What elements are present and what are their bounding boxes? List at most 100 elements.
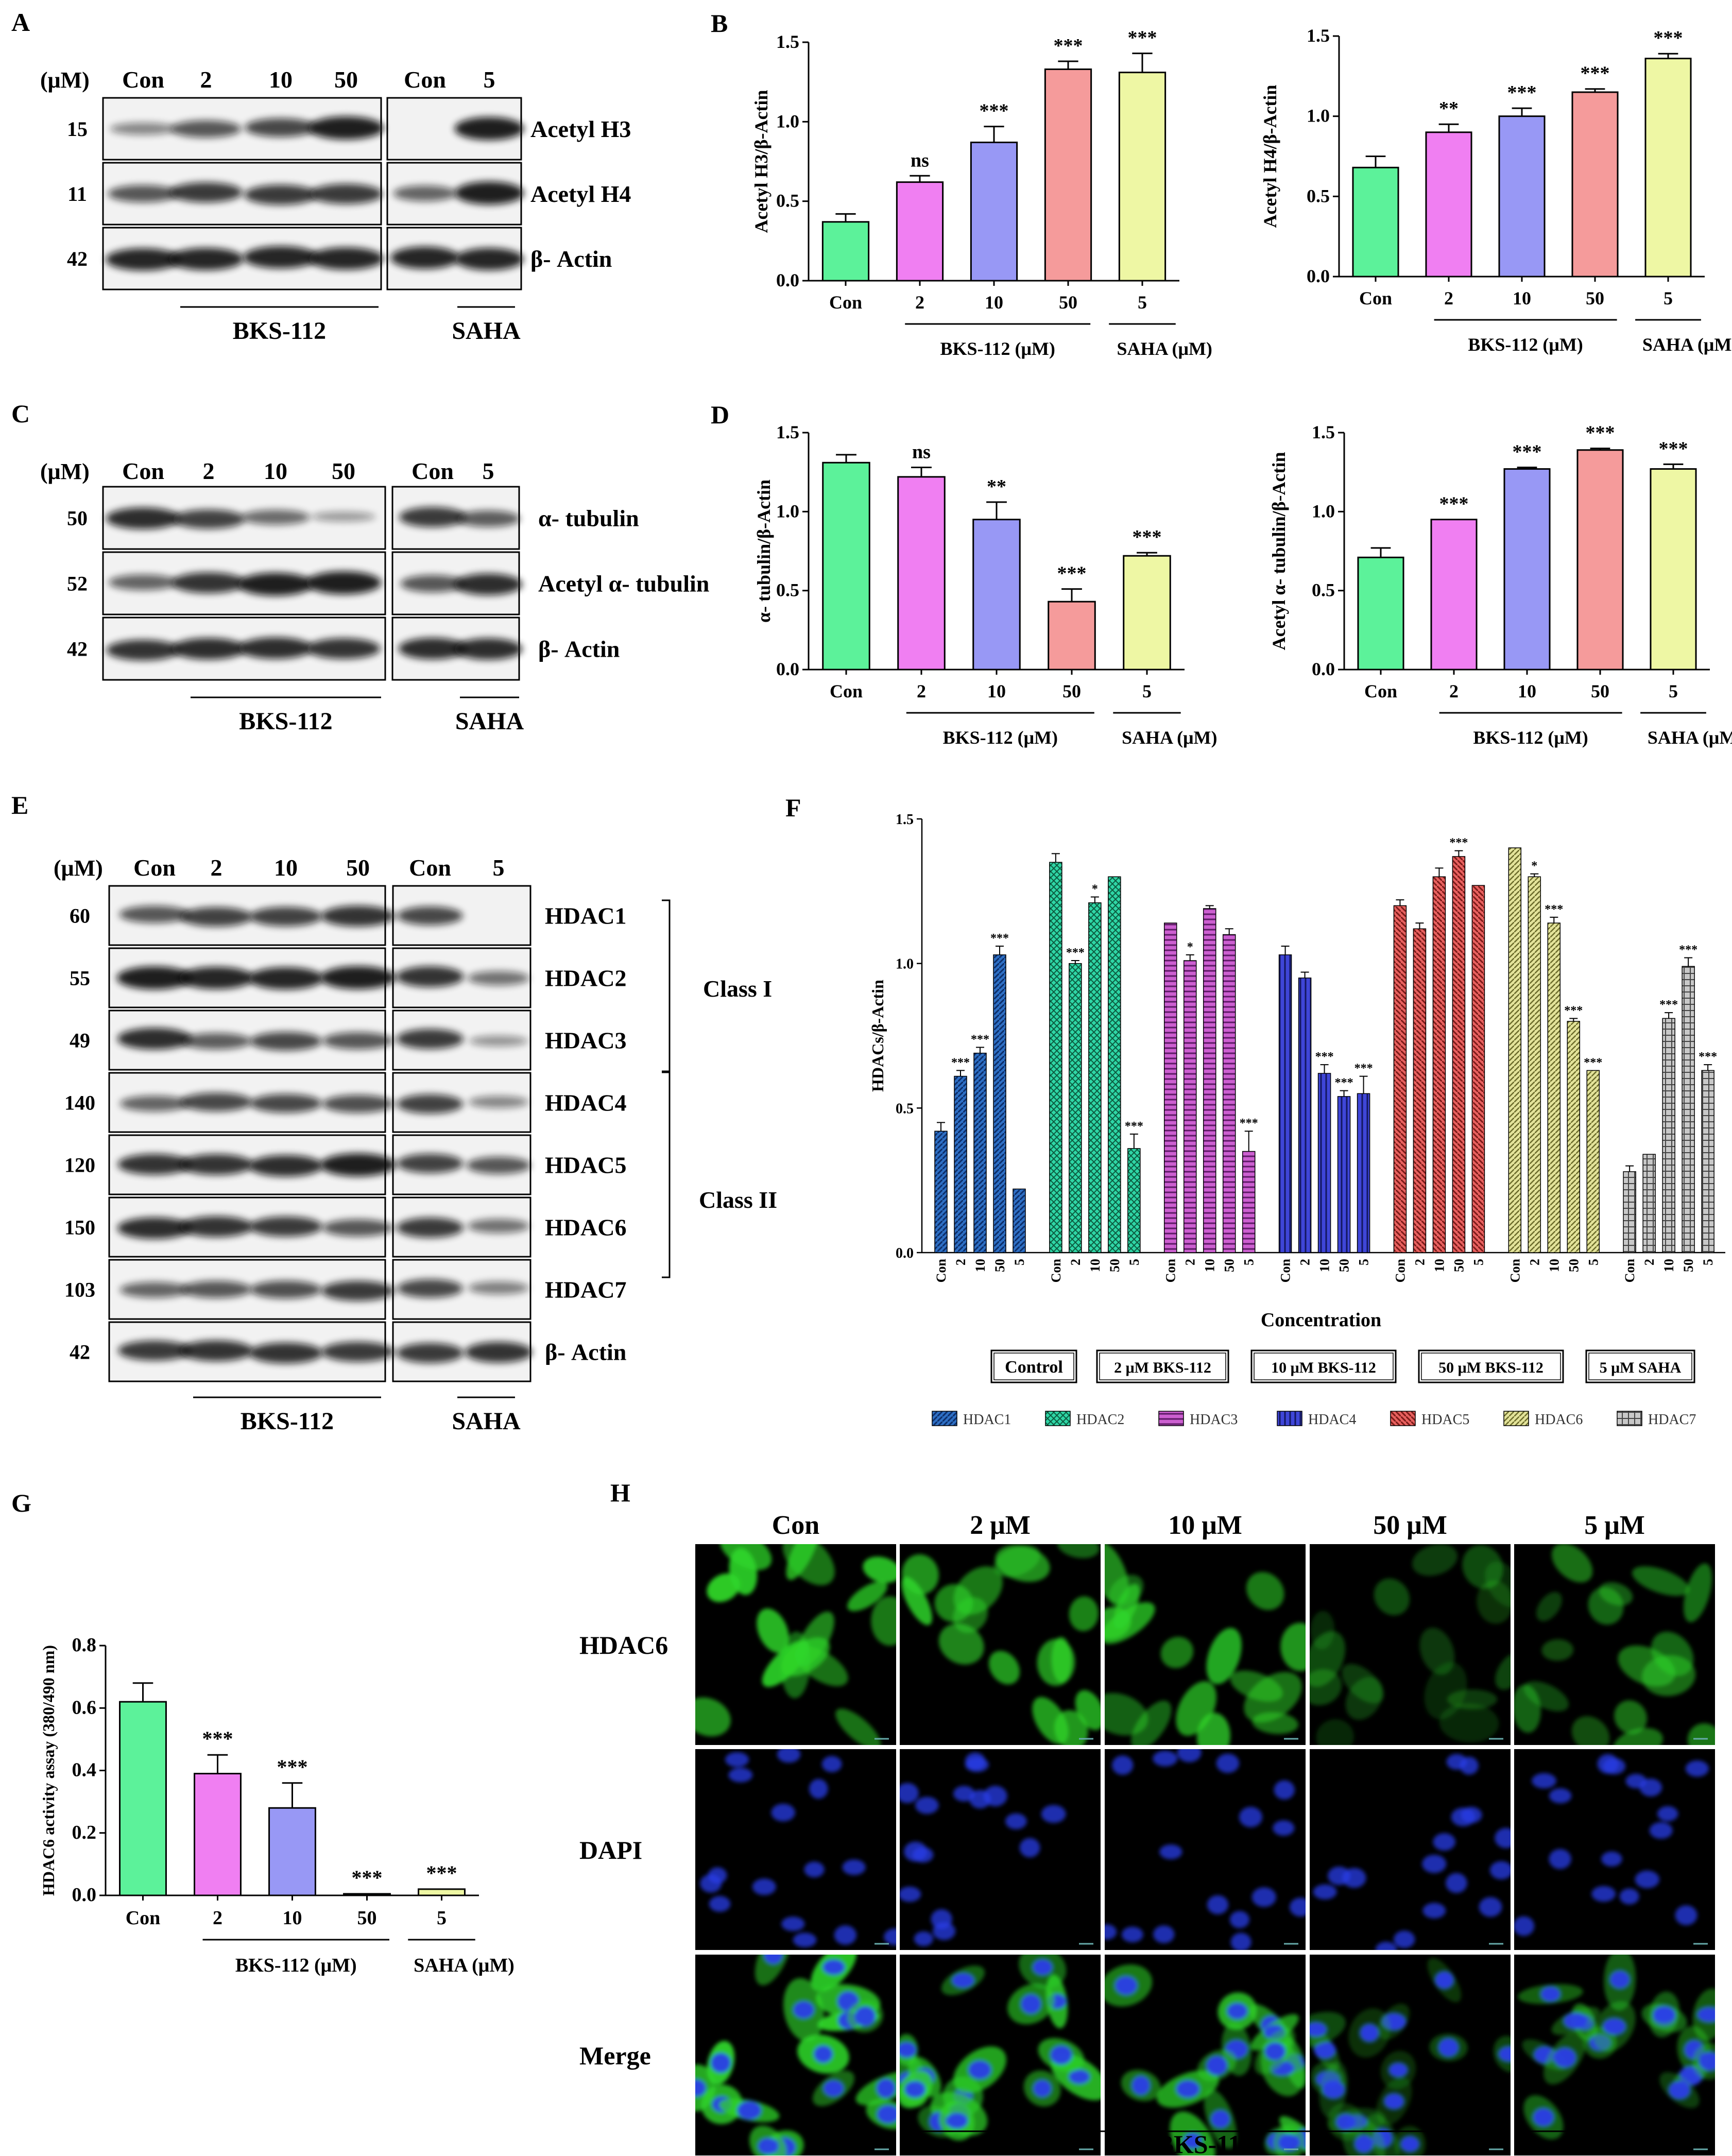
protein-band [168, 248, 244, 270]
significance-label: *** [1654, 27, 1683, 49]
molecular-weight: 55 [70, 967, 90, 990]
cell-body [1614, 1700, 1647, 1734]
panel-letter-a: A [11, 8, 30, 37]
protein-band [393, 185, 457, 201]
nucleus [1375, 1941, 1397, 1950]
cell-body [1342, 1664, 1384, 1704]
x-tick-label: Con [830, 681, 863, 701]
y-tick-label: 1.0 [896, 956, 914, 972]
protein-band [117, 1154, 192, 1175]
nucleus [710, 2052, 731, 2073]
bar [1452, 856, 1466, 1253]
nucleus [1446, 1754, 1467, 1770]
nucleus [1290, 1897, 1306, 1917]
protein-band [249, 1342, 323, 1364]
x-tick-label: 2 [1449, 681, 1459, 701]
nucleus [781, 1917, 805, 1931]
y-tick-label: 1.5 [776, 422, 799, 442]
cell-body [1684, 1563, 1712, 1622]
group-label: BKS-112 (μM) [235, 1955, 357, 1976]
bar [822, 461, 870, 671]
protein-band [172, 572, 246, 593]
nucleus [1153, 1751, 1178, 1767]
x-tick-label: 5 [1701, 1259, 1716, 1265]
nucleus [1153, 1925, 1175, 1943]
x-tick-label: 50 [1222, 1259, 1237, 1272]
class-ii-bracket [662, 1071, 671, 1278]
lane-label: Con [133, 854, 176, 881]
nucleus [700, 1874, 722, 1893]
cell-body [1160, 1636, 1194, 1668]
bar [119, 1701, 167, 1896]
panel-letter-c: C [11, 399, 30, 428]
nucleus [951, 1973, 975, 1988]
cell-body [1551, 1544, 1593, 1583]
protein-band [169, 182, 243, 202]
protein-band [249, 1216, 322, 1237]
nucleus [1675, 1905, 1697, 1926]
nucleus [1446, 1873, 1467, 1893]
blot-panel-a: 15 Acetyl H3 11 Acetyl H4 42 β- Actin BKS-112 S… [67, 97, 631, 345]
unit-label: (μM) [40, 67, 90, 93]
x-tick-label: 2 [917, 681, 926, 701]
legend-box-inner [1254, 1353, 1394, 1380]
protein-band [468, 1281, 529, 1295]
x-tick-label: 10 [1203, 1259, 1217, 1272]
molecular-weight: 140 [64, 1091, 95, 1115]
cell-body [1230, 1670, 1283, 1702]
bar [1425, 131, 1472, 278]
nucleus [1005, 1813, 1027, 1829]
group-label: SAHA (μM) [1122, 727, 1217, 748]
y-axis-label: HDAC6 activity assay (380/490 nm) [39, 1645, 58, 1896]
row-label: HDAC6 [579, 1631, 668, 1659]
cells [1105, 1544, 1306, 1745]
nucleus [793, 2000, 815, 2019]
protein-band [305, 571, 382, 594]
molecular-weight: 11 [67, 182, 87, 206]
nucleus [1438, 2038, 1459, 2057]
panel-letter-e: E [11, 791, 28, 819]
cell-body [1206, 1628, 1242, 1684]
significance-label: *** [1659, 998, 1678, 1012]
significance-label: *** [1513, 441, 1542, 463]
nucleus [809, 1778, 828, 1799]
cells [1514, 1544, 1715, 1745]
condition-label: 50 μM BKS-112 [1438, 1359, 1544, 1376]
micrograph [695, 1955, 896, 2155]
protein-band [108, 185, 179, 202]
nucleus [1652, 2006, 1676, 2024]
bar [1571, 91, 1619, 278]
cell-body [1687, 1723, 1715, 1745]
protein-band [467, 1219, 530, 1234]
nucleus [1033, 2079, 1052, 2098]
x-tick-label: 5 [1471, 1259, 1486, 1265]
nucleus [965, 1757, 989, 1772]
protein-band [179, 967, 254, 989]
condition-label: 2 μM BKS-112 [1114, 1359, 1211, 1376]
bar [1352, 166, 1399, 278]
nucleus [804, 1861, 825, 1878]
condition-label: 10 μM BKS-112 [1271, 1359, 1376, 1376]
group-label: SAHA [452, 317, 521, 345]
x-tick-label: 2 [915, 292, 924, 313]
protein-band [106, 507, 181, 529]
protein-band [390, 246, 459, 269]
x-tick-label: 2 [1527, 1259, 1542, 1265]
micrograph [1514, 1544, 1715, 1745]
micrograph-background [695, 1749, 896, 1950]
bar [1123, 555, 1171, 671]
cell-body [994, 1545, 1040, 1577]
group-label: BKS-112 [241, 1408, 334, 1435]
nucleus [834, 1925, 857, 1945]
significance-label: *** [1581, 63, 1610, 84]
panel-letter-f: F [785, 793, 801, 822]
micrograph [1514, 1749, 1715, 1950]
nucleus [1041, 1805, 1066, 1823]
y-axis-label: Acetyl H4/β-Actin [1260, 85, 1280, 228]
protein-name: β- Actin [530, 246, 612, 272]
cell-body [1541, 1639, 1574, 1661]
lane-label: 10 [269, 66, 293, 93]
y-tick-label: 1.5 [896, 812, 914, 828]
bar [1298, 977, 1312, 1253]
x-tick-label: Con [1278, 1258, 1293, 1282]
